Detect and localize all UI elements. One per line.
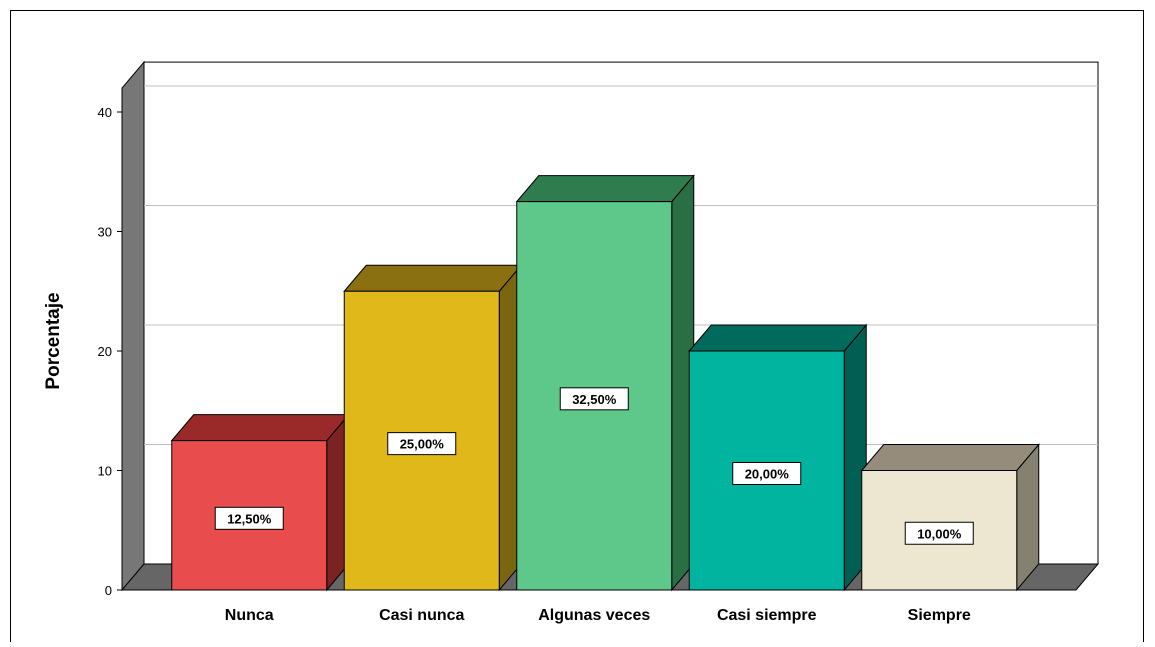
bar-2: 25,00% <box>343 263 523 592</box>
data-label-box <box>732 462 802 485</box>
y-tick-label: 30 <box>98 225 112 240</box>
data-label: 10,00% <box>904 521 974 545</box>
bar-top <box>688 324 868 352</box>
data-label-text: 32,50% <box>572 392 617 407</box>
data-label-box <box>904 521 974 545</box>
data-label-text: 12,50% <box>227 511 272 526</box>
x-tick-label: Casi nunca <box>379 607 464 624</box>
data-label-box <box>387 432 457 456</box>
data-label-box <box>559 387 629 411</box>
x-tick-label: Nunca <box>225 607 274 624</box>
y-tick-label: 0 <box>105 583 112 598</box>
data-label: 20,00% <box>732 462 802 485</box>
data-label: 32,50% <box>559 387 629 411</box>
data-label: 12,50% <box>214 506 284 530</box>
y-tick-label: 40 <box>98 105 112 120</box>
x-tick-label: Casi siempre <box>717 607 817 624</box>
bar-top <box>515 175 695 203</box>
bar-3: 32,50% <box>515 174 695 592</box>
bar-5: 10,00% <box>860 443 1040 592</box>
bar-4: 20,00% <box>688 323 868 592</box>
bar-top <box>343 264 523 292</box>
x-tick-label: Siempre <box>908 607 971 624</box>
data-label-text: 10,00% <box>917 526 962 541</box>
data-label-text: 20,00% <box>745 467 790 482</box>
data-label: 25,00% <box>387 432 457 456</box>
y-axis-ticks: 0 10 20 30 40 <box>98 105 122 598</box>
side-wall <box>121 60 145 592</box>
bars: 12,50% 25,00% 32,50% 20,00% 10,00% <box>170 174 1040 592</box>
y-tick-label: 10 <box>98 464 112 479</box>
x-tick-label: Algunas veces <box>538 607 650 624</box>
bar-top <box>170 414 350 442</box>
y-axis-title: Porcentaje <box>43 292 64 389</box>
bar-top <box>860 444 1040 471</box>
bar-1: 12,50% <box>170 413 350 592</box>
data-label-box <box>214 506 284 530</box>
y-tick-label: 20 <box>98 344 112 359</box>
data-label-text: 25,00% <box>400 437 445 452</box>
x-axis-labels: Nunca Casi nunca Algunas veces Casi siempre… <box>225 607 971 624</box>
